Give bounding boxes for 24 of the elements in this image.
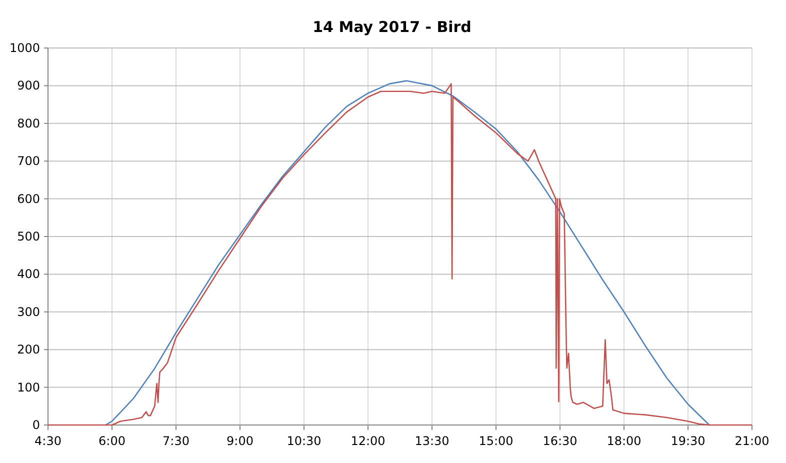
x-tick-label: 6:00 <box>98 434 126 448</box>
y-tick-label: 300 <box>17 304 40 319</box>
x-tick-label: 9:00 <box>226 434 254 448</box>
x-tick-label: 7:30 <box>162 434 190 448</box>
y-tick-label: 900 <box>17 78 40 93</box>
y-tick-label: 0 <box>32 418 40 432</box>
y-tick-label: 500 <box>17 230 40 244</box>
x-tick-label: 12:00 <box>350 434 386 448</box>
y-tick-label: 1000 <box>9 41 40 55</box>
x-tick-label: 13:30 <box>414 434 450 448</box>
y-tick-label: 800 <box>17 116 40 130</box>
x-tick-label: 19:30 <box>670 434 706 448</box>
x-tick-label: 16:30 <box>542 434 578 448</box>
y-tick-label: 400 <box>17 267 40 282</box>
x-tick-label: 21:00 <box>734 434 770 448</box>
x-tick-label: 10:30 <box>286 434 322 448</box>
x-tick-label: 15:00 <box>478 434 514 448</box>
y-tick-label: 100 <box>17 380 40 394</box>
x-tick-label: 4:30 <box>34 434 62 448</box>
chart-title: 14 May 2017 - Bird <box>312 18 472 36</box>
y-tick-label: 200 <box>17 342 40 357</box>
x-tick-label: 18:00 <box>606 434 642 448</box>
y-tick-label: 700 <box>17 154 40 168</box>
y-tick-label: 600 <box>17 192 40 206</box>
